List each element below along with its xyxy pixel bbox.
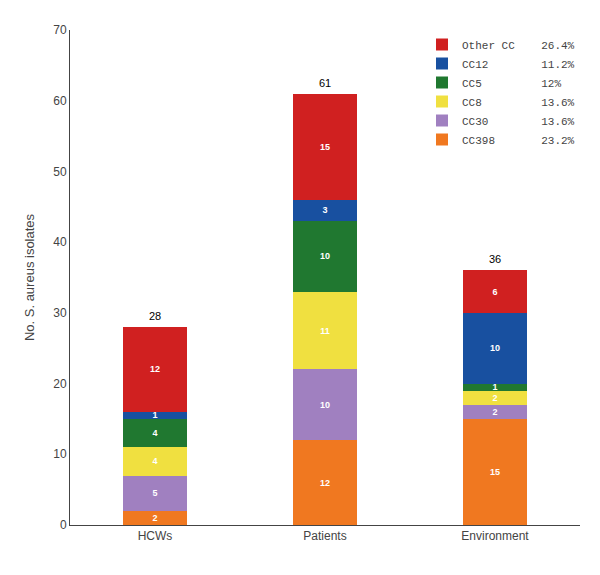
svg-text:CC5 12%: CC5 12% xyxy=(462,78,561,90)
svg-text:10: 10 xyxy=(320,400,330,410)
svg-text:2: 2 xyxy=(492,407,497,417)
svg-text:Environment: Environment xyxy=(461,529,529,543)
svg-text:3: 3 xyxy=(322,205,327,215)
svg-text:30: 30 xyxy=(53,306,67,320)
svg-text:CC12 11.2%: CC12 11.2% xyxy=(462,59,575,71)
svg-text:0: 0 xyxy=(60,518,67,532)
svg-text:1: 1 xyxy=(492,382,497,392)
svg-text:10: 10 xyxy=(490,343,500,353)
svg-text:28: 28 xyxy=(149,310,161,322)
svg-text:15: 15 xyxy=(490,467,500,477)
svg-text:50: 50 xyxy=(53,165,67,179)
svg-text:10: 10 xyxy=(53,447,67,461)
svg-text:20: 20 xyxy=(53,377,67,391)
svg-text:CC30 13.6%: CC30 13.6% xyxy=(462,116,575,128)
svg-text:HCWs: HCWs xyxy=(138,529,173,543)
svg-text:70: 70 xyxy=(53,23,67,37)
svg-text:5: 5 xyxy=(152,488,157,498)
svg-text:61: 61 xyxy=(319,77,331,89)
svg-text:CC8 13.6%: CC8 13.6% xyxy=(462,97,575,109)
svg-text:12: 12 xyxy=(320,478,330,488)
svg-text:4: 4 xyxy=(152,428,157,438)
svg-text:Patients: Patients xyxy=(303,529,346,543)
svg-text:1: 1 xyxy=(152,410,157,420)
svg-text:60: 60 xyxy=(53,94,67,108)
svg-text:36: 36 xyxy=(489,253,501,265)
svg-text:11: 11 xyxy=(320,326,330,336)
svg-text:Other CC 26.4%: Other CC 26.4% xyxy=(462,40,575,52)
svg-text:2: 2 xyxy=(492,393,497,403)
svg-text:40: 40 xyxy=(53,235,67,249)
svg-text:15: 15 xyxy=(320,142,330,152)
svg-text:2: 2 xyxy=(152,513,157,523)
svg-text:No. S. aureus isolates: No. S. aureus isolates xyxy=(22,213,37,341)
svg-text:4: 4 xyxy=(152,456,157,466)
svg-text:CC398 23.2%: CC398 23.2% xyxy=(462,135,575,147)
svg-text:12: 12 xyxy=(150,364,160,374)
svg-text:6: 6 xyxy=(492,287,497,297)
svg-text:10: 10 xyxy=(320,251,330,261)
